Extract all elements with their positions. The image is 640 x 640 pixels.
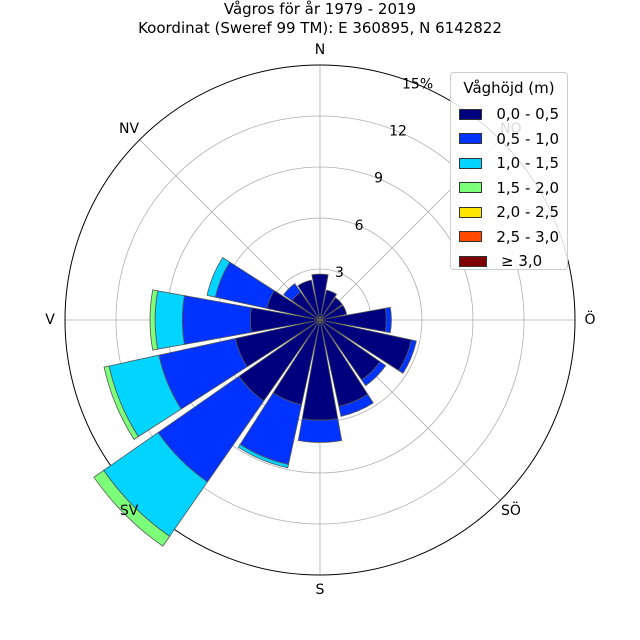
legend-swatch: [459, 108, 483, 120]
direction-label: S: [316, 582, 325, 598]
rose-bar-nv-bin1: [283, 283, 302, 302]
legend-swatch: [459, 157, 483, 169]
direction-label: Ö: [584, 310, 595, 328]
legend-swatch: [459, 206, 483, 218]
rose-bar-nno-bin0: [319, 289, 338, 321]
rose-bar-nnv-bin0: [297, 279, 321, 321]
legend-swatch: [459, 133, 483, 145]
rose-bar-v-bin3: [149, 289, 159, 351]
legend-label: 0,5 - 1,0: [496, 129, 559, 148]
rose-bar-n-bin0: [311, 273, 329, 321]
chart-title-block: Vågros för år 1979 - 2019 Koordinat (Swe…: [0, 0, 640, 38]
rose-bar-no-bin0: [319, 297, 343, 321]
legend-entry: 0,5 - 1,0: [459, 127, 559, 152]
legend-entry: 2,5 - 3,0: [459, 225, 559, 250]
direction-label: N: [315, 42, 325, 58]
rose-bar-ono-bin0: [319, 304, 348, 321]
legend-swatch: [459, 231, 483, 243]
radial-tick-label: 6: [355, 218, 364, 234]
direction-label: NV: [119, 121, 139, 137]
legend: Våghöjd (m) 0,0 - 0,5 0,5 - 1,0 1,0 - 1,5 1…: [450, 72, 568, 270]
legend-swatch: [459, 255, 487, 267]
rose-bar-ö-bin1: [384, 306, 392, 334]
radial-tick-label: 3: [335, 265, 344, 281]
legend-entry: 1,0 - 1,5: [459, 151, 559, 176]
radial-tick-label: 9: [374, 171, 383, 187]
radial-tick-label: 12: [389, 124, 407, 140]
chart-subtitle: Koordinat (Sweref 99 TM): E 360895, N 61…: [138, 19, 502, 37]
rose-bar-sv-bin3: [93, 469, 171, 547]
rose-bar-ssv-bin2: [237, 443, 289, 469]
outer-circle: [64, 64, 576, 576]
legend-swatch: [459, 182, 483, 194]
direction-label: SÖ: [501, 501, 521, 519]
rose-bar-oso-bin1: [398, 339, 417, 374]
chart-title: Vågros för år 1979 - 2019: [223, 0, 417, 18]
legend-label: 1,0 - 1,5: [496, 154, 559, 173]
rose-bar-v-bin2: [154, 290, 185, 350]
legend-label: 0,0 - 0,5: [496, 105, 559, 124]
legend-label: 2,5 - 3,0: [496, 227, 559, 246]
legend-entry: 1,5 - 2,0: [459, 176, 559, 201]
rose-bar-vnv-bin2: [206, 256, 231, 298]
direction-label: SV: [120, 503, 139, 519]
radial-tick-label: 15%: [402, 76, 433, 92]
legend-entry: 2,0 - 2,5: [459, 200, 559, 225]
rose-bar-sö-bin1: [361, 361, 387, 387]
legend-entries: 0,0 - 0,5 0,5 - 1,0 1,0 - 1,5 1,5 - 2,0 2,0 …: [459, 102, 559, 274]
direction-label: V: [45, 312, 55, 328]
legend-label: 2,0 - 2,5: [496, 203, 559, 222]
legend-label: 1,5 - 2,0: [496, 178, 559, 197]
legend-entry: ≥ 3,0: [459, 249, 559, 274]
legend-label: ≥ 3,0: [501, 252, 543, 271]
rose-bar-sso-bin1: [338, 393, 374, 417]
rose-bar-s-bin1: [297, 418, 343, 443]
legend-title: Våghöjd (m): [463, 79, 555, 97]
rose-bars: [93, 256, 417, 547]
radial-tick-labels: 3 6 9 12 15%: [335, 76, 433, 280]
rose-bar-vsv-bin3: [103, 365, 139, 440]
legend-entry: 0,0 - 0,5: [459, 102, 559, 127]
